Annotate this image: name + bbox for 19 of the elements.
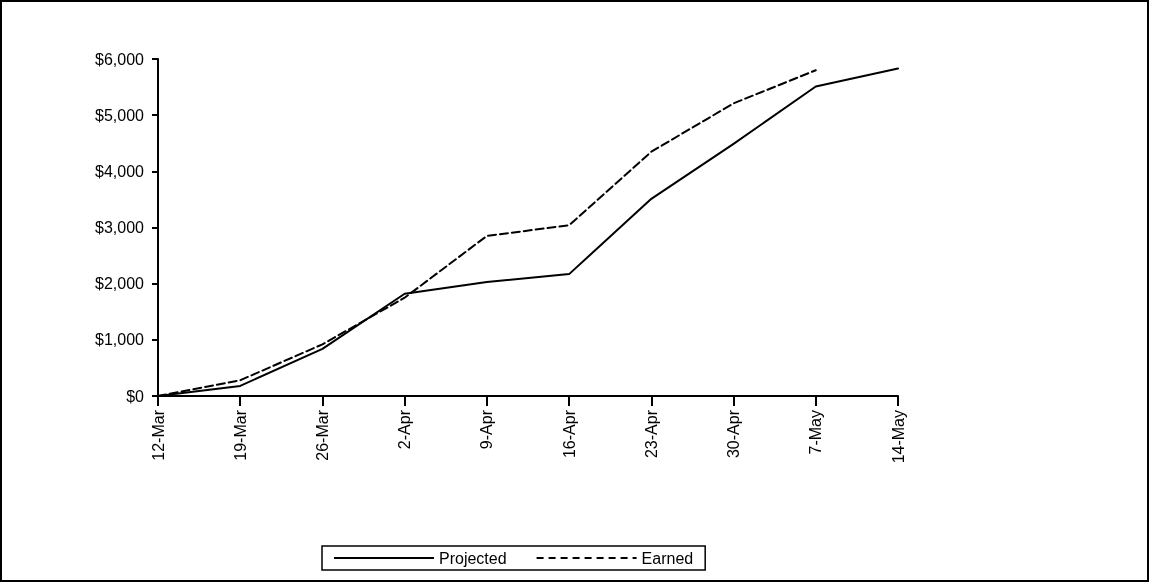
y-tick-label: $3,000: [95, 219, 145, 236]
y-tick-label: $0: [126, 387, 145, 405]
y-tick-label: $1,000: [95, 331, 145, 349]
x-tick-label: 2-Apr: [396, 409, 414, 450]
x-tick-label: 26-Mar: [313, 409, 331, 461]
x-tick-label: 7-May: [807, 410, 825, 455]
legend-label: Earned: [641, 549, 694, 567]
y-tick-label: $6,000: [95, 50, 145, 68]
x-tick-label: 9-Apr: [478, 409, 496, 450]
y-tick-label: $4,000: [95, 162, 145, 180]
x-tick-label: 19-Mar: [231, 409, 249, 461]
x-tick-label: 23-Apr: [642, 409, 660, 459]
x-tick-label: 14-May: [889, 410, 907, 464]
y-tick-label: $5,000: [95, 106, 145, 124]
y-tick-label: $2,000: [95, 275, 145, 293]
x-tick-label: 12-Mar: [149, 409, 167, 461]
legend-label: Projected: [439, 549, 507, 567]
x-tick-label: 30-Apr: [725, 409, 743, 459]
x-tick-label: 16-Apr: [560, 409, 578, 459]
